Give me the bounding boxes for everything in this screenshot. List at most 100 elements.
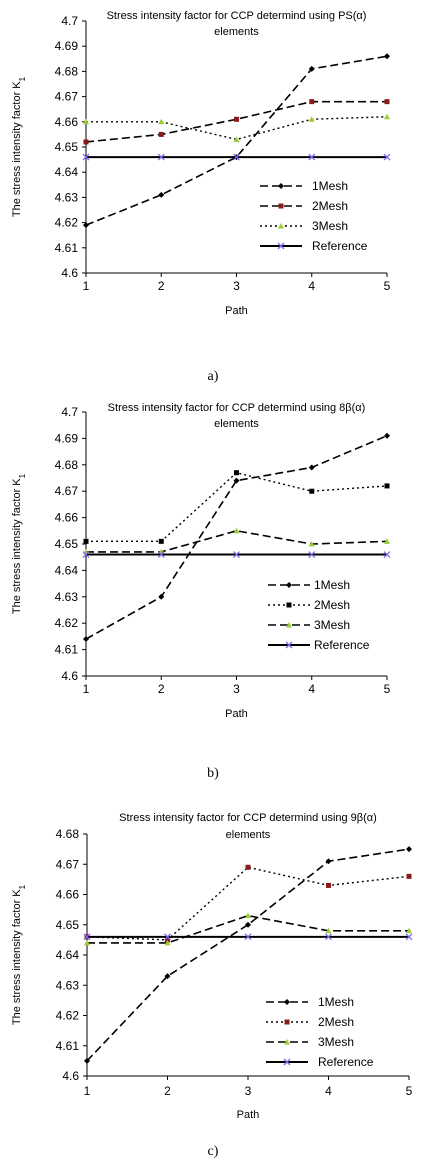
data-point-reference <box>82 153 90 161</box>
data-point-reference <box>83 933 91 941</box>
data-point-2mesh <box>384 483 390 489</box>
y-tick-label: 4.65 <box>55 537 79 551</box>
x-tick-label: 3 <box>233 682 240 696</box>
data-point-reference <box>325 933 332 941</box>
data-point-reference <box>383 551 391 559</box>
caption-a: a) <box>207 369 219 384</box>
series-line-2mesh <box>86 471 388 543</box>
data-point-reference <box>82 551 90 559</box>
y-axis-label-subscript: 1 <box>18 76 27 81</box>
legend-marker <box>284 1019 290 1025</box>
chart-b-svg: Stress intensity factor for CCP determin… <box>11 402 391 720</box>
legend-label: 1Mesh <box>314 578 350 592</box>
legend-marker <box>283 1058 291 1066</box>
data-point-reference <box>157 153 165 161</box>
data-point-1mesh <box>158 191 165 198</box>
x-tick-label: 4 <box>308 682 315 696</box>
chart-title: elements <box>214 26 259 38</box>
data-point-2mesh <box>245 864 251 870</box>
y-tick-label: 4.68 <box>55 458 79 472</box>
x-tick-label: 1 <box>83 682 90 696</box>
data-point-1mesh <box>308 65 315 72</box>
y-tick-label: 4.64 <box>55 165 79 179</box>
y-tick-label: 4.66 <box>56 888 80 902</box>
x-tick-label: 3 <box>233 279 240 293</box>
series-line-1mesh <box>85 435 388 640</box>
y-tick-label: 4.64 <box>55 563 79 577</box>
y-tick-label: 4.61 <box>55 241 79 255</box>
legend-label: 3Mesh <box>312 219 348 233</box>
data-point-2mesh <box>83 538 89 544</box>
data-point-3mesh <box>164 939 171 946</box>
x-tick-label: 2 <box>158 682 165 696</box>
data-point-1mesh <box>406 846 412 853</box>
series-line-2mesh <box>85 100 387 143</box>
series-line-3mesh <box>86 529 388 553</box>
y-tick-label: 4.68 <box>55 64 79 78</box>
legend-marker <box>284 999 290 1005</box>
y-tick-label: 4.69 <box>55 431 79 445</box>
legend-marker <box>278 183 284 189</box>
legend-label: 2Mesh <box>312 199 348 213</box>
y-axis-label: The stress intensity factor K1 <box>11 473 27 614</box>
y-tick-label: 4.68 <box>56 827 80 841</box>
data-point-3mesh <box>384 538 390 544</box>
chart-panel-b: Stress intensity factor for CCP determin… <box>0 392 426 752</box>
chart-panel-a: Stress intensity factor for CCP determin… <box>0 0 426 360</box>
data-point-1mesh <box>245 921 251 928</box>
y-tick-label: 4.65 <box>55 140 79 154</box>
y-tick-label: 4.62 <box>55 216 79 230</box>
data-point-reference <box>383 153 391 161</box>
series-line-1mesh <box>85 55 388 226</box>
data-point-1mesh <box>308 464 315 471</box>
y-tick-label: 4.67 <box>55 484 79 498</box>
y-tick-label: 4.6 <box>61 669 78 683</box>
data-point-reference <box>157 551 165 559</box>
y-tick-label: 4.63 <box>55 590 79 604</box>
y-tick-label: 4.61 <box>56 1039 80 1053</box>
x-tick-label: 1 <box>83 279 90 293</box>
data-point-reference <box>244 933 252 941</box>
y-tick-label: 4.6 <box>61 266 78 280</box>
data-point-2mesh <box>234 116 239 122</box>
data-point-1mesh <box>384 432 390 439</box>
data-point-1mesh <box>325 858 332 865</box>
data-point-1mesh <box>83 222 89 229</box>
y-tick-label: 4.62 <box>55 616 79 630</box>
data-point-2mesh <box>158 131 164 137</box>
series-line-2mesh <box>86 866 410 941</box>
data-point-reference <box>405 933 413 941</box>
legend-label: 3Mesh <box>314 618 350 632</box>
y-tick-label: 4.64 <box>56 948 80 962</box>
chart-title: elements <box>226 829 271 841</box>
data-point-3mesh <box>233 527 240 534</box>
chart-a-svg: Stress intensity factor for CCP determin… <box>11 10 391 317</box>
chart-title: Stress intensity factor for CCP determin… <box>107 10 367 22</box>
x-tick-label: 2 <box>158 279 165 293</box>
data-point-reference <box>233 551 240 559</box>
legend-marker <box>284 1039 290 1045</box>
legend-label: 1Mesh <box>312 179 348 193</box>
data-point-3mesh <box>158 118 165 125</box>
data-point-3mesh <box>384 113 390 120</box>
legend-marker <box>286 582 292 588</box>
legend-label: Reference <box>314 638 370 652</box>
x-tick-label: 5 <box>384 279 391 293</box>
data-point-3mesh <box>325 927 332 934</box>
data-point-2mesh <box>158 538 164 544</box>
data-point-3mesh <box>308 116 315 122</box>
data-point-2mesh <box>234 470 239 476</box>
legend-label: 2Mesh <box>314 598 350 612</box>
data-point-1mesh <box>233 477 240 484</box>
y-tick-label: 4.6 <box>62 1069 79 1083</box>
data-point-2mesh <box>309 488 315 494</box>
y-tick-label: 4.7 <box>61 405 78 419</box>
x-tick-label: 1 <box>84 1084 91 1098</box>
data-point-reference <box>233 153 240 161</box>
data-point-1mesh <box>84 1057 90 1064</box>
data-point-2mesh <box>165 937 170 943</box>
y-axis-label: The stress intensity factor K1 <box>11 76 27 217</box>
caption-c: c) <box>207 1144 219 1159</box>
legend-label: Reference <box>312 239 368 253</box>
y-tick-label: 4.62 <box>56 1009 80 1023</box>
